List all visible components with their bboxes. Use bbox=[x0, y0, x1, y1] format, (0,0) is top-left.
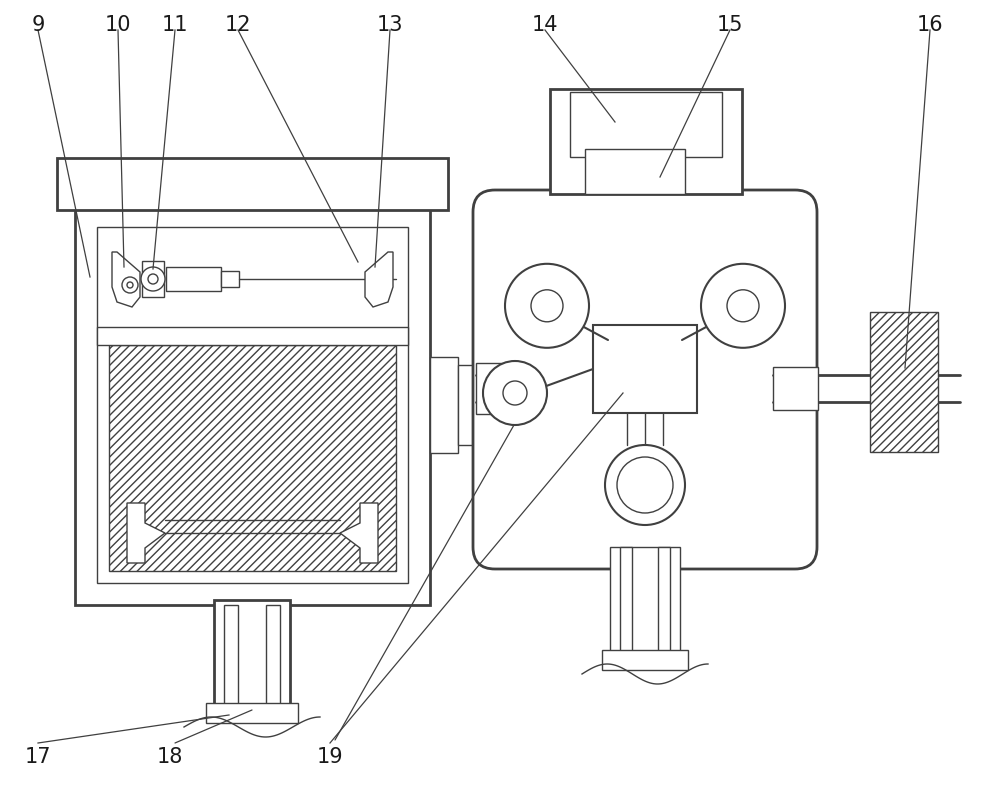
Bar bbox=[570, 92, 722, 157]
Bar bbox=[266, 605, 280, 705]
Bar bbox=[550, 89, 742, 194]
Bar bbox=[476, 363, 506, 414]
Bar bbox=[206, 703, 298, 723]
Bar bbox=[221, 271, 239, 287]
Circle shape bbox=[531, 290, 563, 322]
Text: 9: 9 bbox=[31, 15, 45, 35]
Circle shape bbox=[505, 264, 589, 347]
Text: 15: 15 bbox=[717, 15, 743, 35]
Circle shape bbox=[701, 264, 785, 347]
Text: 11: 11 bbox=[162, 15, 188, 35]
Circle shape bbox=[630, 470, 660, 500]
Text: 13: 13 bbox=[377, 15, 403, 35]
Polygon shape bbox=[112, 252, 140, 307]
Bar bbox=[602, 650, 688, 670]
Bar bbox=[593, 325, 697, 413]
Bar bbox=[773, 367, 818, 410]
Text: 14: 14 bbox=[532, 15, 558, 35]
Bar bbox=[610, 547, 680, 652]
Bar bbox=[97, 227, 408, 583]
Bar bbox=[585, 149, 685, 194]
Circle shape bbox=[727, 290, 759, 322]
Bar bbox=[430, 357, 458, 453]
Bar bbox=[458, 365, 476, 445]
Polygon shape bbox=[340, 503, 378, 563]
Text: 16: 16 bbox=[917, 15, 943, 35]
Bar bbox=[214, 600, 290, 705]
Bar bbox=[870, 312, 938, 452]
Polygon shape bbox=[127, 503, 165, 563]
Text: 10: 10 bbox=[105, 15, 131, 35]
Text: 19: 19 bbox=[317, 747, 343, 767]
Polygon shape bbox=[365, 252, 393, 307]
Text: 17: 17 bbox=[25, 747, 51, 767]
Bar bbox=[620, 547, 632, 652]
Text: 12: 12 bbox=[225, 15, 251, 35]
Bar bbox=[224, 605, 238, 705]
Bar bbox=[658, 547, 670, 652]
Circle shape bbox=[148, 274, 158, 284]
Circle shape bbox=[617, 457, 673, 513]
Circle shape bbox=[483, 361, 547, 425]
Circle shape bbox=[141, 267, 165, 291]
Circle shape bbox=[503, 381, 527, 405]
Circle shape bbox=[127, 282, 133, 288]
Bar bbox=[75, 205, 430, 605]
Text: 18: 18 bbox=[157, 747, 183, 767]
Circle shape bbox=[605, 445, 685, 525]
Circle shape bbox=[122, 277, 138, 293]
Bar bbox=[57, 158, 448, 210]
Bar bbox=[142, 261, 164, 297]
Bar bbox=[166, 267, 221, 291]
Bar bbox=[97, 327, 408, 345]
Bar bbox=[109, 345, 396, 571]
FancyBboxPatch shape bbox=[473, 190, 817, 569]
